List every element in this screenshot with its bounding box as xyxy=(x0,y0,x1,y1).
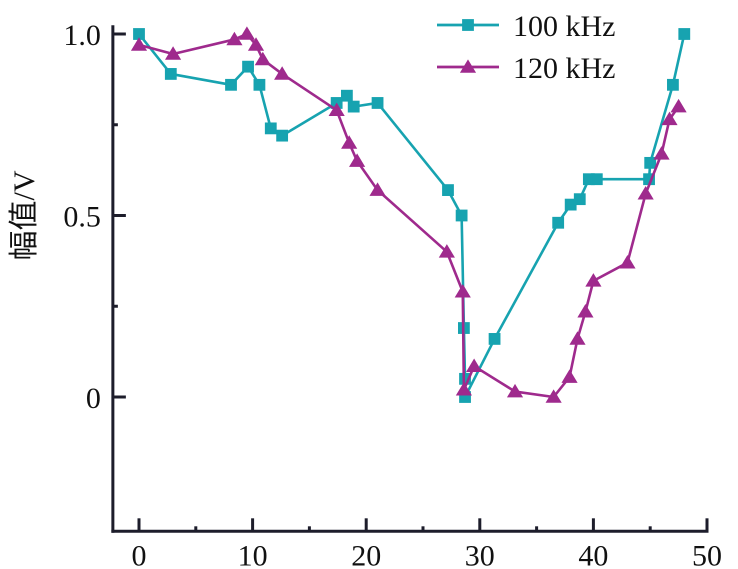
data-point-marker xyxy=(247,37,265,51)
data-point-marker xyxy=(661,111,678,126)
data-point-marker xyxy=(455,382,472,396)
data-point-marker xyxy=(442,184,454,196)
series-line xyxy=(137,32,680,399)
data-point-marker xyxy=(369,182,386,196)
data-point-marker xyxy=(644,156,657,169)
axes xyxy=(111,25,709,533)
data-point-marker xyxy=(455,209,468,222)
data-point-marker xyxy=(545,389,562,403)
data-point-marker xyxy=(225,78,237,91)
y-tick-label: 1.0 xyxy=(63,19,101,52)
x-tick-label: 50 xyxy=(692,539,722,569)
data-point-marker xyxy=(130,37,148,51)
data-point-marker xyxy=(590,173,603,186)
data-point-marker xyxy=(619,255,636,269)
x-tick-label: 40 xyxy=(578,539,608,569)
data-point-marker xyxy=(276,129,289,142)
data-point-marker xyxy=(341,135,358,149)
data-point-marker xyxy=(165,46,182,60)
data-point-marker xyxy=(349,153,366,167)
axis-tick-labels: 0 0.5 1.0 0 10 20 30 40 50 xyxy=(63,19,722,569)
data-point-marker xyxy=(340,89,353,102)
data-point-marker xyxy=(561,369,578,383)
data-point-marker xyxy=(552,216,565,229)
x-tick-label: 20 xyxy=(351,539,381,569)
legend-label: 100 kHz xyxy=(513,10,615,43)
data-point-marker xyxy=(274,66,291,80)
legend-entry[interactable]: 120 kHz xyxy=(437,52,615,85)
series-line xyxy=(137,32,686,399)
data-point-marker xyxy=(226,31,243,46)
x-tick-label: 0 xyxy=(132,539,147,569)
x-tick-label: 30 xyxy=(465,539,495,569)
data-point-marker xyxy=(242,60,254,73)
data-point-marker xyxy=(573,193,586,206)
data-point-marker xyxy=(371,97,384,109)
data-point-marker xyxy=(585,273,602,287)
data-point-marker xyxy=(328,102,345,117)
data-point-marker xyxy=(577,304,594,318)
data-point-marker xyxy=(466,358,483,372)
data-point-marker xyxy=(488,333,501,345)
data-point-marker xyxy=(347,100,360,113)
data-point-marker xyxy=(678,28,691,40)
data-point-marker xyxy=(667,78,679,91)
legend-label: 120 kHz xyxy=(513,52,615,85)
axis-ticks xyxy=(112,32,709,532)
data-point-marker xyxy=(653,146,670,160)
data-point-marker xyxy=(454,284,471,298)
x-tick-label: 10 xyxy=(238,539,268,569)
data-point-marker xyxy=(164,68,177,80)
legend-marker-swatch xyxy=(462,19,474,31)
chart-legend: 100 kHz 120 kHz xyxy=(437,10,615,85)
data-point-marker xyxy=(569,331,586,345)
data-point-marker xyxy=(637,186,654,200)
data-point-marker xyxy=(670,98,687,113)
data-point-marker xyxy=(506,383,524,398)
data-point-marker xyxy=(264,122,277,135)
series-120khz xyxy=(130,26,687,403)
y-tick-label: 0 xyxy=(86,382,101,415)
legend-entry[interactable]: 100 kHz xyxy=(437,10,615,43)
legend-marker-swatch xyxy=(459,59,477,73)
data-point-marker xyxy=(254,51,271,66)
data-point-marker xyxy=(438,244,455,258)
data-series xyxy=(130,26,691,403)
data-point-marker xyxy=(238,26,255,40)
y-axis-label: 幅值/V xyxy=(8,170,41,260)
data-point-marker xyxy=(253,78,266,91)
y-tick-label: 0.5 xyxy=(63,201,101,234)
